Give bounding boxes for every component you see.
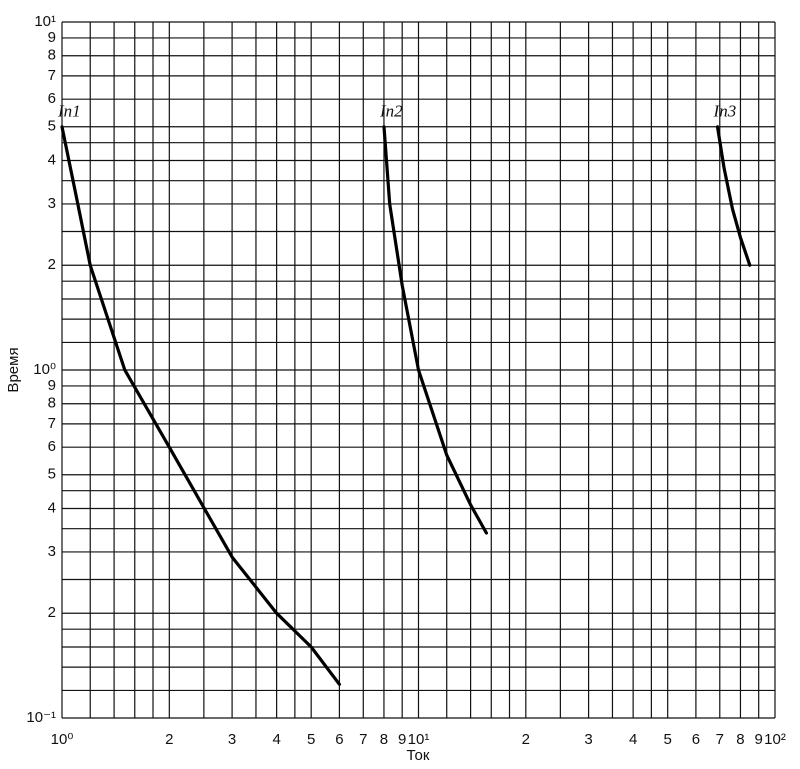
y-tick-label: 6 — [48, 438, 56, 455]
y-tick-label: 7 — [48, 67, 56, 84]
y-tick-label: 5 — [48, 466, 56, 483]
y-tick-label: 10¹ — [34, 13, 56, 30]
y-tick-label: 6 — [48, 90, 56, 107]
x-tick-label: 3 — [584, 731, 592, 748]
x-tick-label: 9 — [755, 731, 763, 748]
y-tick-label: 8 — [48, 395, 56, 412]
x-tick-label: 7 — [716, 731, 724, 748]
x-tick-label: 5 — [664, 731, 672, 748]
y-tick-label: 5 — [48, 118, 56, 135]
series-label: Iп2 — [379, 102, 403, 121]
series-label: Iп1 — [57, 102, 81, 121]
curve — [715, 125, 752, 267]
y-tick-label: 9 — [48, 377, 56, 394]
x-tick-label: 4 — [629, 731, 637, 748]
y-tick-label: 7 — [48, 415, 56, 432]
y-tick-label: 10⁰ — [33, 361, 56, 378]
x-axis-label: Ток — [407, 747, 430, 764]
y-tick-label: 2 — [48, 256, 56, 273]
y-tick-label: 8 — [48, 47, 56, 64]
x-tick-label: 10¹ — [408, 731, 430, 748]
y-tick-label: 4 — [48, 499, 56, 516]
x-tick-label: 7 — [359, 731, 367, 748]
y-axis-label: Время — [5, 347, 22, 392]
x-tick-label: 5 — [307, 731, 315, 748]
x-tick-label: 2 — [522, 731, 530, 748]
y-tick-label: 9 — [48, 29, 56, 46]
x-tick-label: 6 — [692, 731, 700, 748]
x-tick-label: 6 — [335, 731, 343, 748]
x-tick-label: 4 — [272, 731, 280, 748]
y-tick-label: 2 — [48, 604, 56, 621]
x-tick-label: 8 — [380, 731, 388, 748]
x-tick-label: 10² — [764, 731, 786, 748]
curve — [382, 125, 488, 535]
curve — [60, 125, 341, 686]
x-tick-label: 2 — [165, 731, 173, 748]
y-tick-label: 3 — [48, 195, 56, 212]
y-tick-label: 4 — [48, 151, 56, 168]
x-tick-label: 3 — [228, 731, 236, 748]
x-tick-label: 9 — [398, 731, 406, 748]
series-label: Iп3 — [713, 102, 737, 121]
x-tick-label: 10⁰ — [51, 731, 74, 748]
y-tick-label: 3 — [48, 543, 56, 560]
y-tick-label: 10⁻¹ — [26, 709, 56, 726]
x-tick-label: 8 — [736, 731, 744, 748]
